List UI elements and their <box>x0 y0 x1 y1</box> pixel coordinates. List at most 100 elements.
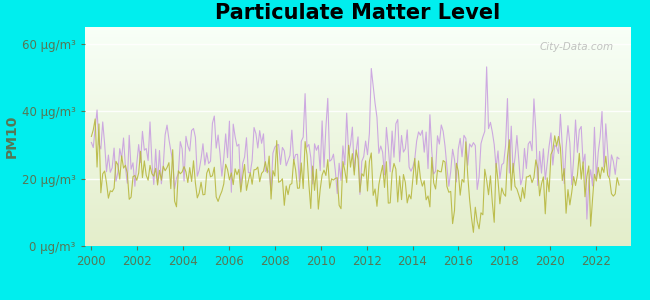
Bar <box>84 151 630 152</box>
Bar <box>84 91 630 92</box>
Bar <box>84 112 630 113</box>
Bar <box>84 135 630 136</box>
Bar <box>84 155 630 156</box>
Bar <box>84 213 630 214</box>
Bar <box>84 38 630 39</box>
Bar <box>84 131 630 132</box>
Bar <box>84 94 630 95</box>
Bar <box>84 93 630 94</box>
Bar <box>84 225 630 226</box>
Bar <box>84 235 630 236</box>
Bar <box>84 186 630 187</box>
Bar <box>84 84 630 85</box>
Bar <box>84 46 630 47</box>
Bar <box>84 232 630 233</box>
Bar <box>84 244 630 245</box>
Bar <box>84 105 630 106</box>
Bar <box>84 64 630 65</box>
Bar <box>84 47 630 48</box>
Bar <box>84 74 630 75</box>
Bar <box>84 30 630 31</box>
Bar <box>84 243 630 244</box>
Bar <box>84 111 630 112</box>
Bar <box>84 28 630 29</box>
Bar <box>84 208 630 209</box>
Bar <box>84 210 630 211</box>
Bar <box>84 71 630 72</box>
Bar <box>84 73 630 74</box>
Bar <box>84 51 630 52</box>
Bar <box>84 119 630 120</box>
Bar <box>84 172 630 174</box>
Bar <box>84 52 630 53</box>
Bar <box>84 120 630 121</box>
Bar <box>84 231 630 232</box>
Bar <box>84 178 630 179</box>
Bar <box>84 239 630 241</box>
Bar <box>84 219 630 220</box>
Bar <box>84 88 630 89</box>
Bar <box>84 86 630 87</box>
Bar <box>84 170 630 172</box>
Bar <box>84 101 630 103</box>
Bar <box>84 196 630 197</box>
Bar <box>84 198 630 199</box>
Bar <box>84 165 630 166</box>
Bar <box>84 49 630 50</box>
Bar <box>84 58 630 59</box>
Bar <box>84 215 630 216</box>
Bar <box>84 202 630 203</box>
Bar <box>84 182 630 184</box>
Bar <box>84 83 630 84</box>
Bar <box>84 233 630 234</box>
Bar <box>84 62 630 63</box>
Bar <box>84 63 630 64</box>
Bar <box>84 29 630 30</box>
Bar <box>84 200 630 201</box>
Bar <box>84 230 630 231</box>
Bar <box>84 95 630 96</box>
Bar <box>84 41 630 42</box>
Bar <box>84 226 630 227</box>
Bar <box>84 146 630 147</box>
Bar <box>84 42 630 44</box>
Bar <box>84 81 630 82</box>
Bar <box>84 152 630 153</box>
Bar <box>84 108 630 109</box>
Bar <box>84 92 630 93</box>
Bar <box>84 221 630 222</box>
Bar <box>84 77 630 79</box>
Bar <box>84 229 630 230</box>
Bar <box>84 150 630 151</box>
Bar <box>84 133 630 134</box>
Bar <box>84 160 630 162</box>
Bar <box>84 207 630 208</box>
Bar <box>84 241 630 242</box>
Bar <box>84 27 630 28</box>
Bar <box>84 60 630 61</box>
Bar <box>84 125 630 127</box>
Bar <box>84 222 630 223</box>
Bar <box>84 236 630 237</box>
Bar <box>84 145 630 146</box>
Bar <box>84 156 630 157</box>
Bar <box>84 118 630 119</box>
Bar <box>84 89 630 91</box>
Title: Particulate Matter Level: Particulate Matter Level <box>215 3 500 23</box>
Bar <box>84 163 630 164</box>
Bar <box>84 142 630 143</box>
Bar <box>84 50 630 51</box>
Bar <box>84 124 630 125</box>
Bar <box>84 209 630 210</box>
Bar <box>84 75 630 76</box>
Bar <box>84 143 630 144</box>
Bar <box>84 245 630 246</box>
Bar <box>84 164 630 165</box>
Bar <box>84 65 630 66</box>
Bar <box>84 134 630 135</box>
Bar <box>84 177 630 178</box>
Bar <box>84 224 630 225</box>
Bar <box>84 40 630 41</box>
Bar <box>84 211 630 212</box>
Bar <box>84 68 630 69</box>
